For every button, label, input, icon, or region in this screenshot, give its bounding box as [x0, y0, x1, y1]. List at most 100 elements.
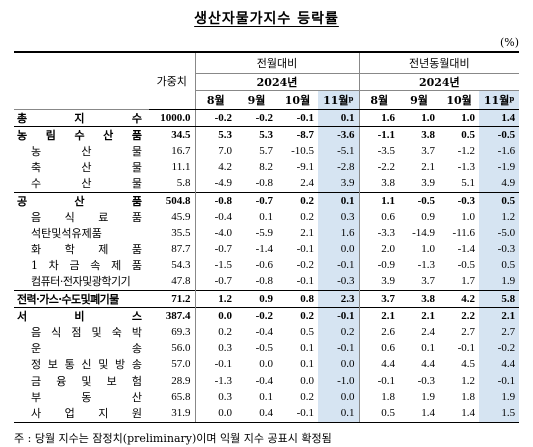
yoy-value-cell: 1.0 [399, 108, 440, 128]
mom-value-cell: 0.1 [300, 358, 314, 371]
mom-value-cell: -5.9 [255, 226, 273, 239]
yoy-value-cell: -14.9 [412, 226, 436, 239]
mom-value-cell: 0.2 [277, 307, 318, 325]
yoy-value-cell: 4.4 [479, 356, 520, 373]
mom-month-header: 11월p [318, 90, 360, 110]
weight-cell: 45.9 [149, 209, 196, 226]
mom-value-cell: 0.3 [218, 390, 232, 403]
row-label: 정 보 통 신 및 방 송 [31, 358, 142, 372]
yoy-value-cell: 1.0 [461, 210, 476, 223]
mom-value-cell: -0.2 [296, 259, 314, 272]
yoy-value-cell: -1.2 [457, 144, 476, 157]
mom-value-cell: -0.1 [318, 340, 360, 357]
yoy-value-cell: 3.9 [421, 177, 436, 190]
row-label: 음 식 료 품 [31, 210, 142, 224]
yoy-value-cell: 1.1 [358, 191, 400, 210]
mom-value-cell: -4.0 [214, 226, 232, 239]
mom-value-cell: -3.6 [318, 126, 360, 144]
row-label: 부 동 산 [31, 390, 142, 404]
mom-value-cell: 0.1 [259, 390, 273, 403]
mom-value-cell: 0.0 [259, 358, 273, 371]
yoy-value-cell: -0.5 [399, 191, 440, 210]
mom-value-cell: 2.1 [300, 226, 314, 239]
mom-value-cell: 0.2 [318, 324, 360, 341]
row-label: 사 업 지 원 [14, 405, 149, 423]
yoy-value-cell: 5.8 [479, 290, 520, 308]
weight-cell: 54.3 [149, 257, 196, 274]
yoy-value-cell: 0.5 [479, 257, 520, 274]
weight-cell: 1000.0 [149, 108, 196, 128]
mom-value-cell: 0.0 [195, 405, 236, 423]
weight-cell: 11.1 [149, 159, 196, 176]
yoy-value-cell: -5.0 [479, 225, 520, 242]
mom-value-cell: -0.1 [277, 405, 318, 423]
yoy-value-cell: -1.9 [479, 159, 520, 176]
mom-value-cell: 0.0 [300, 374, 314, 387]
yoy-value-cell: 2.7 [479, 324, 520, 341]
table-row: 사 업 지 원 31.9 0.0 0.4 -0.1 0.1 0.5 1.4 1.4 1.5 [14, 405, 520, 423]
row-label: 1 차 금 속 제 품 [31, 259, 142, 273]
mom-value-cell: 0.5 [300, 326, 314, 339]
mom-value-cell: -4.9 [214, 177, 232, 190]
mom-value-cell: 0.4 [236, 405, 277, 423]
mom-value-cell: 0.2 [218, 326, 232, 339]
yoy-value-cell: 2.6 [358, 324, 400, 341]
yoy-month-header: 8월 [358, 90, 400, 110]
table-row: 전력·가스·수도및폐기물 71.2 1.2 0.9 0.8 2.3 3.7 3.8 4.2 5.8 [14, 290, 520, 308]
ppi-change-table: 가중치 전월대비 전년동월대비 2024년 2024년 8월 9월 10월 11월p 8… [14, 51, 520, 423]
yoy-value-cell: 1.8 [461, 390, 476, 403]
mom-value-cell: -0.1 [318, 257, 360, 274]
item-header [14, 51, 149, 110]
yoy-value-cell: 5.1 [461, 177, 476, 190]
mom-value-cell: 3.9 [318, 175, 360, 193]
yoy-value-cell: 4.5 [461, 358, 476, 371]
mom-value-cell: -1.3 [214, 374, 232, 387]
mom-value-cell: -0.6 [255, 259, 273, 272]
mom-value-cell: -0.7 [214, 243, 232, 256]
mom-value-cell: -0.3 [318, 273, 360, 291]
table-row: 정 보 통 신 및 방 송 57.0 -0.1 0.0 0.1 0.0 4.4 4.4 4.5 4… [14, 356, 520, 373]
mom-value-cell: -0.1 [318, 307, 360, 325]
table-row: 화 학 제 품 87.7 -0.7 -1.4 -0.1 0.0 2.0 1.0 -1.4 -0.3 [14, 241, 520, 258]
mom-value-cell: -0.8 [255, 177, 273, 190]
yoy-value-cell: -0.3 [479, 241, 520, 258]
table-row: 수 산 물 5.8 -4.9 -0.8 2.4 3.9 3.8 3.9 5.1 4.9 [14, 175, 520, 193]
yoy-value-cell: 0.6 [358, 340, 400, 357]
yoy-value-cell: 0.6 [358, 209, 400, 226]
yoy-year-header: 2024년 [358, 73, 520, 91]
yoy-value-cell: 2.7 [461, 326, 476, 339]
row-label: 축 산 물 [31, 161, 142, 175]
yoy-group-header: 전년동월대비 [358, 51, 520, 74]
yoy-value-cell: 0.5 [358, 405, 400, 423]
yoy-value-cell: 1.5 [479, 405, 520, 423]
mom-month-header: 8월 [195, 90, 236, 110]
mom-value-cell: 0.1 [259, 210, 273, 223]
weight-cell: 504.8 [149, 191, 196, 210]
yoy-value-cell: 1.0 [421, 243, 436, 256]
row-label: 공 산 품 [14, 191, 149, 210]
mom-value-cell: -0.4 [255, 326, 273, 339]
weight-cell: 56.0 [149, 340, 196, 357]
yoy-value-cell: 2.1 [358, 307, 400, 325]
yoy-value-cell: 3.8 [399, 290, 440, 308]
table-row: 1 차 금 속 제 품 54.3 -1.5 -0.6 -0.2 -0.1 -0.9 -1.3 -… [14, 257, 520, 274]
mom-value-cell: 0.2 [300, 210, 314, 223]
mom-value-cell: 7.0 [218, 144, 232, 157]
yoy-value-cell: -0.2 [479, 340, 520, 357]
table-row: 공 산 품 504.8 -0.8 -0.7 0.2 0.1 1.1 -0.5 -0.3 0.5 [14, 191, 520, 210]
mom-value-cell: 5.7 [259, 144, 273, 157]
table-row: 운 송 56.0 0.3 -0.5 0.1 -0.1 0.6 0.1 -0.1 -0.2 [14, 340, 520, 357]
yoy-value-cell: 0.9 [421, 210, 436, 223]
yoy-value-cell: 3.7 [358, 290, 400, 308]
mom-value-cell: 5.3 [195, 126, 236, 144]
mom-value-cell: -0.2 [195, 108, 236, 128]
row-label: 수 산 물 [31, 177, 142, 191]
mom-value-cell: -0.7 [236, 191, 277, 210]
weight-cell: 5.8 [149, 175, 196, 193]
row-label: 총 지 수 [14, 108, 149, 128]
yoy-value-cell: 1.8 [358, 389, 400, 406]
mom-value-cell: -0.1 [277, 108, 318, 128]
row-label: 서 비 스 [14, 307, 149, 325]
table-row: 부 동 산 65.8 0.3 0.1 0.2 0.0 1.8 1.9 1.8 1.9 [14, 389, 520, 406]
mom-value-cell: -0.8 [195, 191, 236, 210]
